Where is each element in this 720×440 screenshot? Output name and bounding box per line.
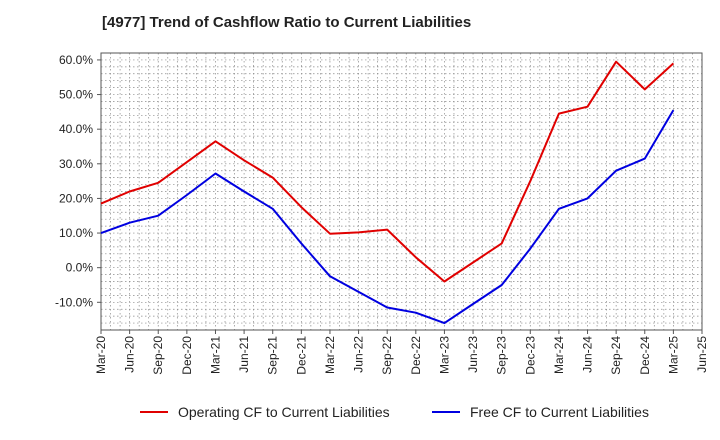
x-tick-label: Dec-20 <box>180 336 194 375</box>
x-tick-label: Jun-21 <box>237 336 251 373</box>
x-tick-label: Dec-22 <box>409 336 423 375</box>
x-tick-label: Sep-20 <box>151 336 165 375</box>
legend-swatch-operating-cf <box>140 411 168 413</box>
legend-item-free-cf: Free CF to Current Liabilities <box>432 404 649 420</box>
chart-legend: Operating CF to Current Liabilities Free… <box>0 404 720 426</box>
x-tick-label: Mar-23 <box>437 336 451 374</box>
y-tick-label: 30.0% <box>59 157 93 171</box>
y-tick-label: 60.0% <box>59 53 93 67</box>
x-tick-label: Mar-20 <box>94 336 108 374</box>
x-tick-label: Jun-25 <box>695 336 709 373</box>
y-tick-label: 50.0% <box>59 88 93 102</box>
x-tick-label: Dec-23 <box>523 336 537 375</box>
series-line-free-cf <box>100 109 675 325</box>
x-tick-label: Mar-24 <box>552 336 566 374</box>
legend-item-operating-cf: Operating CF to Current Liabilities <box>140 404 390 420</box>
legend-swatch-free-cf <box>432 411 460 413</box>
x-tick-label: Mar-25 <box>666 336 680 374</box>
x-tick-label: Jun-20 <box>123 336 137 373</box>
y-tick-label: 0.0% <box>66 261 94 275</box>
y-tick-label: 20.0% <box>59 191 93 205</box>
y-tick-label: -10.0% <box>55 295 93 309</box>
x-tick-label: Sep-23 <box>495 336 509 375</box>
x-tick-label: Jun-22 <box>352 336 366 373</box>
y-tick-label: 40.0% <box>59 122 93 136</box>
y-tick-label: 10.0% <box>59 226 93 240</box>
chart-title: [4977] Trend of Cashflow Ratio to Curren… <box>102 14 472 31</box>
x-tick-label: Dec-24 <box>638 336 652 375</box>
line-chart: 60.0% 50.0% 40.0% 30.0% 20.0% 10.0% 0.0% -10.0%… <box>55 52 709 375</box>
x-tick-label: Mar-21 <box>208 336 222 374</box>
x-tick-label: Jun-23 <box>466 336 480 373</box>
x-tick-label: Dec-21 <box>294 336 308 375</box>
plot-frame <box>100 52 703 331</box>
x-tick-label: Sep-22 <box>380 336 394 375</box>
series-line-operating-cf <box>100 60 675 283</box>
x-tick-label: Mar-22 <box>323 336 337 374</box>
x-tick-label: Jun-24 <box>581 336 595 373</box>
legend-label-operating-cf: Operating CF to Current Liabilities <box>178 404 390 420</box>
x-tick-label: Sep-24 <box>609 336 623 375</box>
x-tick-label: Sep-21 <box>266 336 280 375</box>
legend-label-free-cf: Free CF to Current Liabilities <box>470 404 649 420</box>
